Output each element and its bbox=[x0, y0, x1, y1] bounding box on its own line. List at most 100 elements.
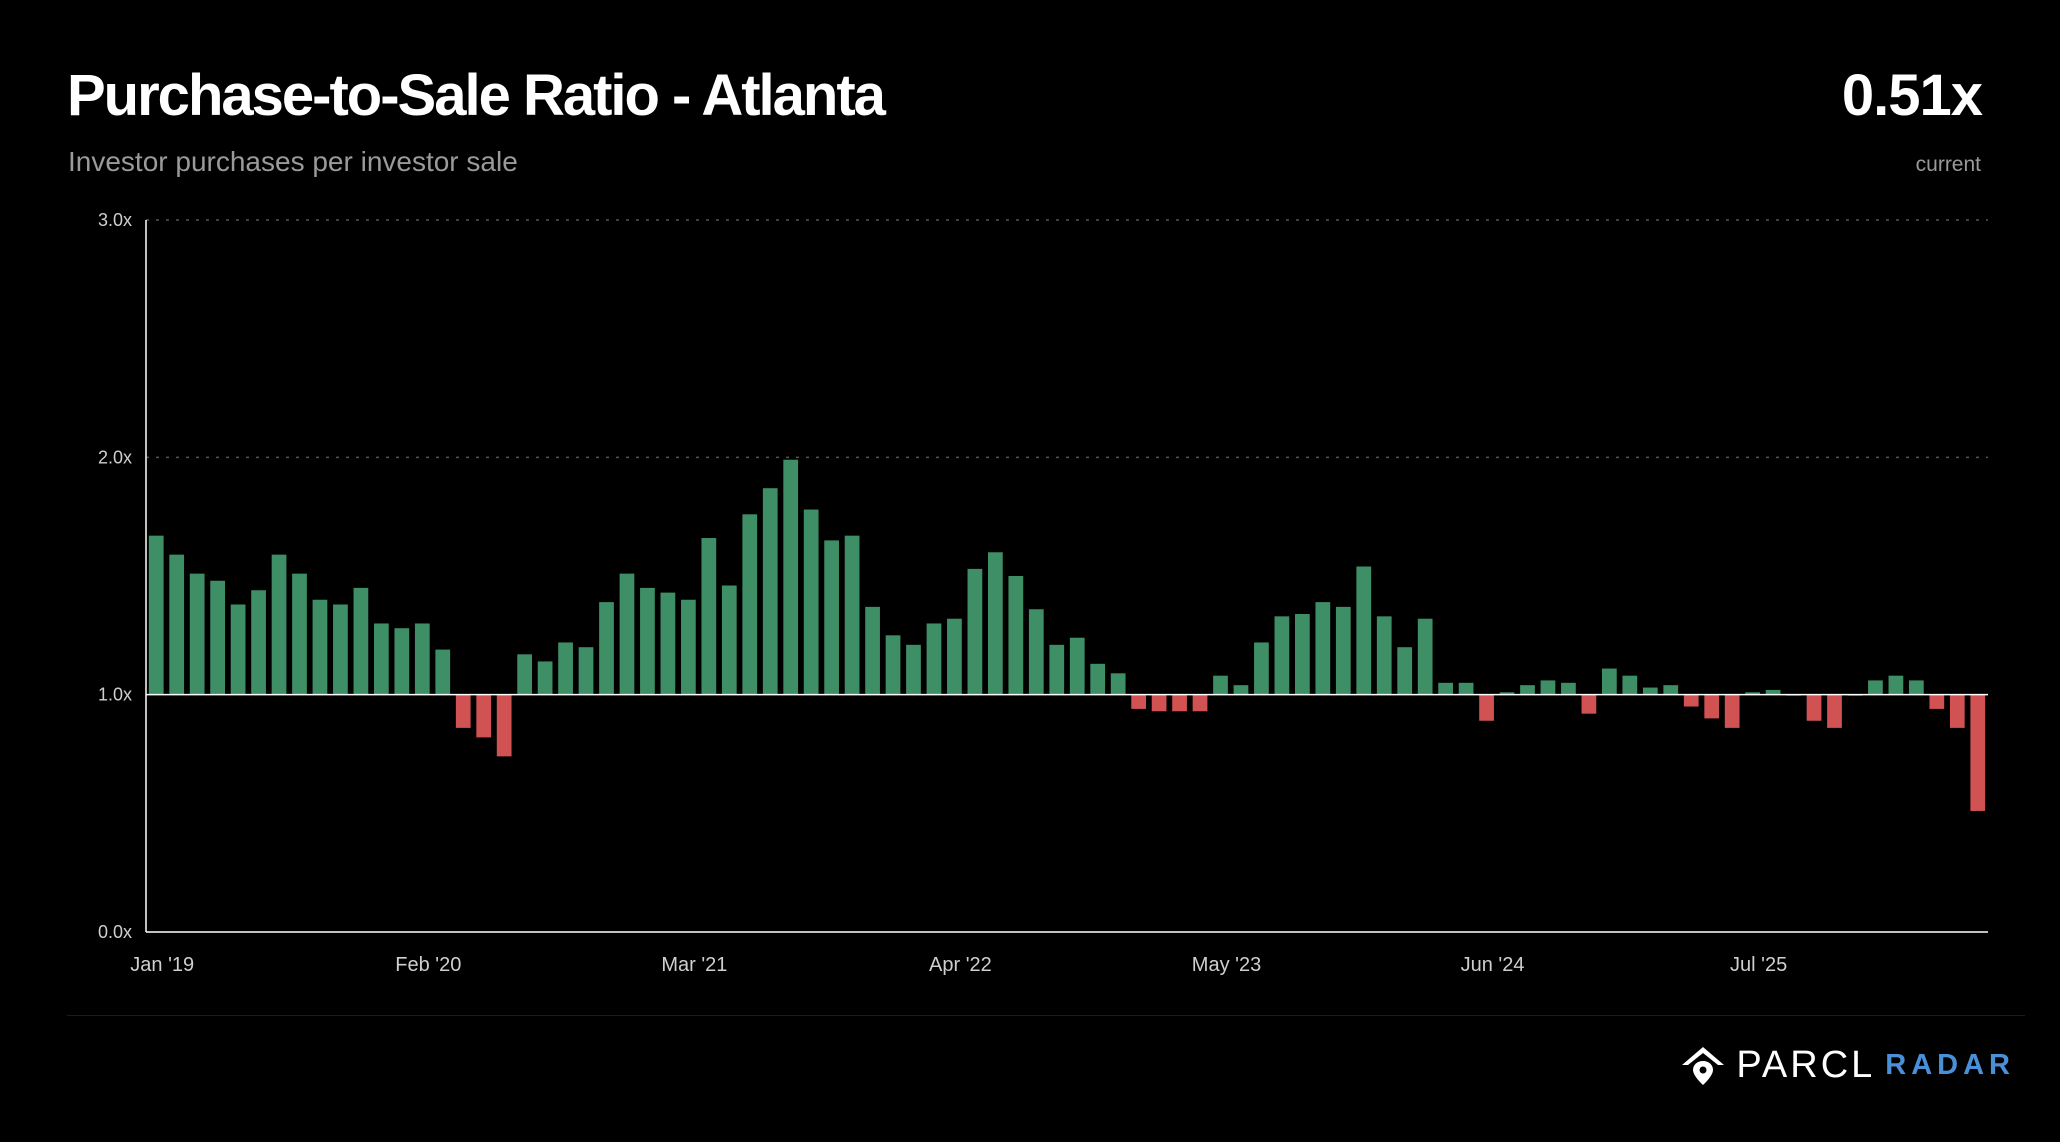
bar bbox=[742, 514, 758, 695]
bar bbox=[1601, 668, 1617, 695]
y-tick-label: 1.0x bbox=[98, 685, 132, 705]
bar bbox=[271, 554, 287, 695]
bar bbox=[1356, 566, 1372, 695]
bar bbox=[189, 573, 205, 695]
brand-product: RADAR bbox=[1885, 1048, 2015, 1081]
bar bbox=[1213, 675, 1228, 695]
bar bbox=[1049, 644, 1065, 695]
bar bbox=[599, 602, 614, 695]
bar bbox=[1131, 694, 1147, 709]
bar bbox=[885, 635, 901, 695]
footer-divider bbox=[67, 1015, 2025, 1016]
bar bbox=[1499, 692, 1515, 695]
bar bbox=[1294, 613, 1310, 695]
bar bbox=[394, 628, 410, 695]
bar bbox=[1704, 694, 1720, 719]
bar bbox=[517, 654, 533, 695]
bar bbox=[619, 573, 635, 695]
bar bbox=[1069, 637, 1085, 695]
bar bbox=[1520, 685, 1535, 695]
x-tick-label: Apr '22 bbox=[929, 954, 992, 976]
bar bbox=[1827, 694, 1842, 728]
bar bbox=[1540, 680, 1556, 695]
bar bbox=[251, 590, 266, 695]
bar bbox=[1929, 694, 1945, 709]
bar bbox=[721, 585, 737, 695]
x-tick-label: May '23 bbox=[1192, 954, 1261, 976]
bar bbox=[640, 587, 655, 695]
bar bbox=[333, 604, 348, 695]
bar bbox=[496, 694, 512, 757]
bar bbox=[1458, 682, 1474, 695]
bar bbox=[435, 649, 451, 695]
y-tick-label: 3.0x bbox=[98, 210, 132, 230]
bar bbox=[292, 573, 307, 695]
bar bbox=[865, 606, 880, 695]
bar bbox=[476, 694, 492, 738]
bar bbox=[824, 540, 840, 695]
bar bbox=[148, 535, 164, 695]
bar bbox=[312, 599, 328, 695]
bar bbox=[210, 580, 226, 695]
bar bbox=[1397, 647, 1413, 695]
bar bbox=[230, 604, 246, 695]
bar bbox=[947, 618, 962, 695]
bar bbox=[1376, 616, 1392, 695]
bar bbox=[1172, 694, 1187, 712]
bar bbox=[1949, 694, 1965, 728]
bar bbox=[455, 694, 471, 728]
bar bbox=[1724, 694, 1740, 728]
bar bbox=[844, 535, 860, 695]
bar bbox=[578, 647, 594, 695]
bar bbox=[1028, 609, 1044, 695]
bar bbox=[1438, 682, 1454, 695]
bar bbox=[1479, 694, 1494, 721]
bar bbox=[906, 644, 921, 695]
bar bbox=[169, 554, 185, 695]
bar bbox=[1110, 673, 1126, 695]
bar bbox=[1581, 694, 1597, 714]
bar bbox=[1765, 689, 1781, 695]
bar bbox=[558, 642, 573, 695]
bar bbox=[680, 599, 696, 695]
current-label: current bbox=[1915, 153, 1981, 176]
bar bbox=[803, 509, 819, 695]
bar bbox=[1642, 687, 1658, 695]
bar bbox=[967, 568, 983, 695]
x-tick-label: Jun '24 bbox=[1461, 954, 1525, 976]
x-tick-label: Jan '19 bbox=[130, 954, 194, 976]
bar bbox=[414, 623, 430, 695]
x-tick-label: Jul '25 bbox=[1730, 954, 1787, 976]
bar bbox=[1908, 680, 1924, 695]
y-tick-label: 2.0x bbox=[98, 447, 132, 467]
bar bbox=[1622, 675, 1638, 695]
x-tick-label: Mar '21 bbox=[661, 954, 727, 976]
bar bbox=[1663, 685, 1679, 695]
bar bbox=[660, 592, 676, 695]
bar bbox=[926, 623, 942, 695]
bar bbox=[1970, 694, 1986, 811]
bar bbox=[1151, 694, 1167, 712]
bar bbox=[1335, 606, 1351, 695]
current-value: 0.51x bbox=[1841, 63, 1983, 128]
bar bbox=[762, 488, 778, 695]
chart-title: Purchase-to-Sale Ratio - Atlanta bbox=[67, 63, 886, 128]
bar bbox=[701, 538, 717, 695]
bar-chart: 0.0x 1.0x 2.0x 3.0x Jan '19 Feb '20 Mar '21 Apr… bbox=[98, 210, 1988, 976]
bar bbox=[1888, 675, 1904, 695]
bar bbox=[987, 552, 1003, 695]
bar bbox=[373, 623, 389, 695]
bar bbox=[1274, 616, 1290, 695]
bar bbox=[1315, 602, 1331, 695]
bar bbox=[1090, 663, 1106, 695]
bar bbox=[1233, 685, 1249, 695]
bar bbox=[353, 587, 369, 695]
bar bbox=[537, 661, 553, 695]
brand-name: PARCL bbox=[1736, 1043, 1876, 1086]
bar bbox=[1192, 694, 1208, 712]
bar bbox=[1561, 682, 1576, 695]
chart-subtitle: Investor purchases per investor sale bbox=[68, 146, 518, 177]
x-tick-label: Feb '20 bbox=[395, 954, 461, 976]
y-tick-label: 0.0x bbox=[98, 922, 132, 942]
bar bbox=[1254, 642, 1269, 695]
